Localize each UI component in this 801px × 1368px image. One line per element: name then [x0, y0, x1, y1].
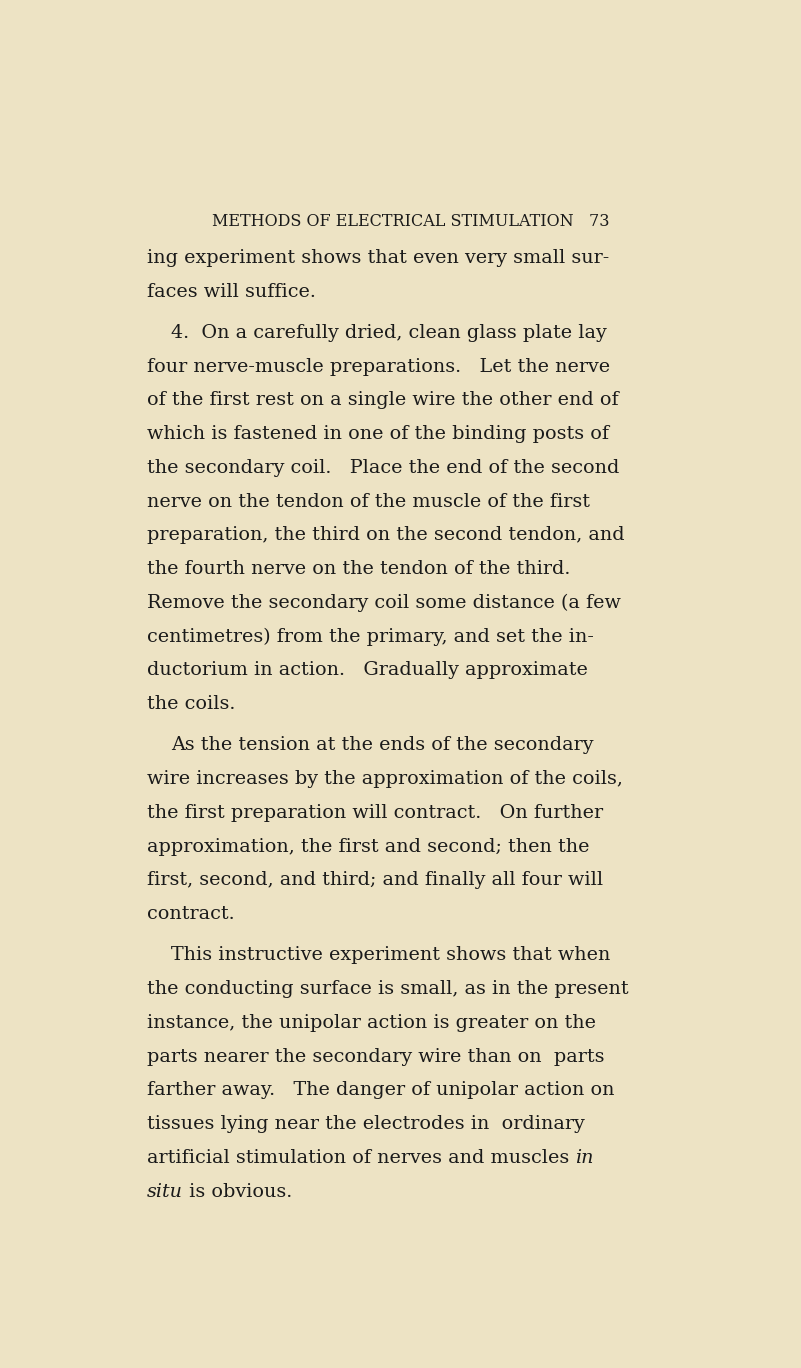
Text: 4.  On a carefully dried, clean glass plate lay: 4. On a carefully dried, clean glass pla…	[171, 324, 607, 342]
Text: As the tension at the ends of the secondary: As the tension at the ends of the second…	[171, 736, 594, 754]
Text: preparation, the third on the second tendon, and: preparation, the third on the second ten…	[147, 527, 624, 544]
Text: This instructive experiment shows that when: This instructive experiment shows that w…	[171, 947, 611, 964]
Text: farther away.   The danger of unipolar action on: farther away. The danger of unipolar act…	[147, 1081, 614, 1100]
Text: situ: situ	[147, 1182, 183, 1201]
Text: of the first rest on a single wire the other end of: of the first rest on a single wire the o…	[147, 391, 618, 409]
Text: the coils.: the coils.	[147, 695, 235, 713]
Text: is obvious.: is obvious.	[183, 1182, 292, 1201]
Text: centimetres) from the primary, and set the in-: centimetres) from the primary, and set t…	[147, 628, 594, 646]
Text: the conducting surface is small, as in the present: the conducting surface is small, as in t…	[147, 981, 628, 999]
Text: wire increases by the approximation of the coils,: wire increases by the approximation of t…	[147, 770, 622, 788]
Text: in: in	[575, 1149, 594, 1167]
Text: the secondary coil.   Place the end of the second: the secondary coil. Place the end of the…	[147, 458, 619, 477]
Text: ing experiment shows that even very small sur-: ing experiment shows that even very smal…	[147, 249, 609, 267]
Text: METHODS OF ELECTRICAL STIMULATION   73: METHODS OF ELECTRICAL STIMULATION 73	[211, 212, 610, 230]
Text: ductorium in action.   Gradually approximate: ductorium in action. Gradually approxima…	[147, 661, 587, 680]
Text: first, second, and third; and finally all four will: first, second, and third; and finally al…	[147, 871, 602, 889]
Text: which is fastened in one of the binding posts of: which is fastened in one of the binding …	[147, 425, 609, 443]
Text: artificial stimulation of nerves and muscles: artificial stimulation of nerves and mus…	[147, 1149, 575, 1167]
Text: faces will suffice.: faces will suffice.	[147, 283, 316, 301]
Text: parts nearer the secondary wire than on  parts: parts nearer the secondary wire than on …	[147, 1048, 604, 1066]
Text: instance, the unipolar action is greater on the: instance, the unipolar action is greater…	[147, 1014, 596, 1031]
Text: contract.: contract.	[147, 906, 234, 923]
Text: four nerve-muscle preparations.   Let the nerve: four nerve-muscle preparations. Let the …	[147, 358, 610, 376]
Text: nerve on the tendon of the muscle of the first: nerve on the tendon of the muscle of the…	[147, 492, 590, 510]
Text: approximation, the first and second; then the: approximation, the first and second; the…	[147, 837, 589, 855]
Text: Remove the secondary coil some distance (a few: Remove the secondary coil some distance …	[147, 594, 621, 611]
Text: the first preparation will contract.   On further: the first preparation will contract. On …	[147, 804, 602, 822]
Text: tissues lying near the electrodes in  ordinary: tissues lying near the electrodes in ord…	[147, 1115, 585, 1133]
Text: the fourth nerve on the tendon of the third.: the fourth nerve on the tendon of the th…	[147, 560, 570, 579]
